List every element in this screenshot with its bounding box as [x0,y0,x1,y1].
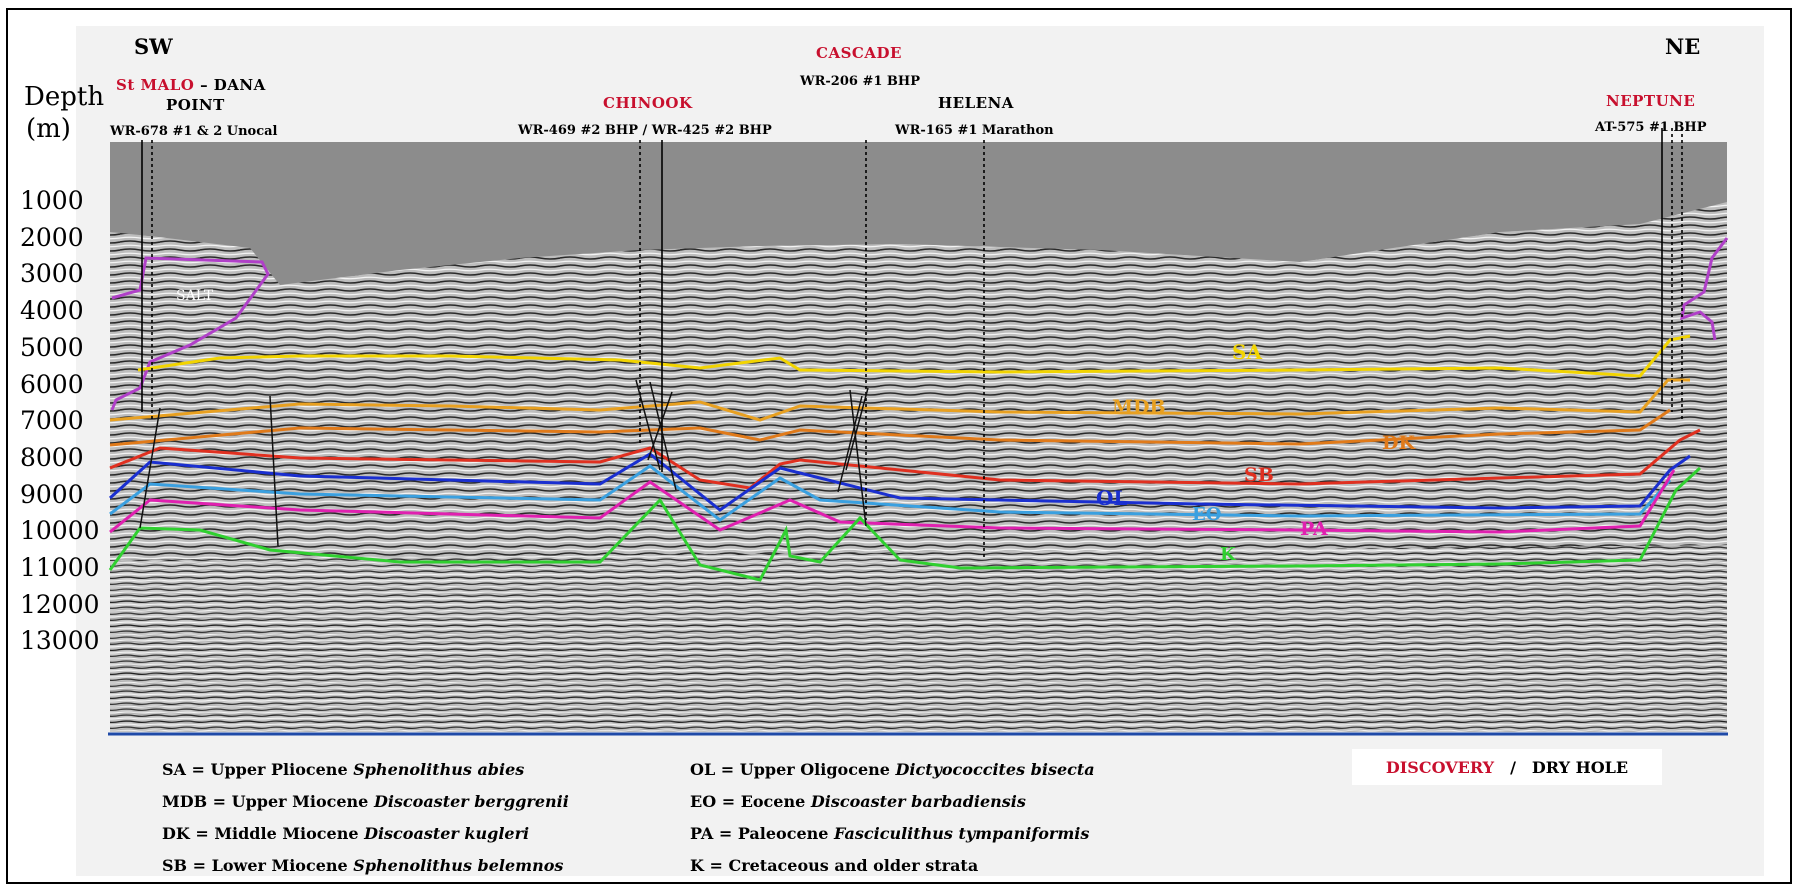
depth-tick-label: 5000 [20,333,84,362]
well-st-malo-label: St MALO – DANA [116,76,266,94]
horizon-pa [109,469,1676,534]
depth-title: Depth [24,82,105,112]
legend-item-sa: SA = Upper Pliocene Sphenolithus abies [162,760,525,779]
chinook-well-id: WR-469 #2 BHP / WR-425 #2 BHP [518,123,772,138]
depth-tick-label: 11000 [20,553,100,582]
depth-tick-label: 7000 [20,406,84,435]
helena-name: HELENA [938,94,1014,112]
horizon-ol [108,452,1691,512]
legend-item-mdb: MDB = Upper Miocene Discoaster berggreni… [162,792,569,811]
horizon-sb [109,428,1701,490]
orientation-ne: NE [1665,34,1701,59]
depth-tick-label: 2000 [20,223,84,252]
salt-body [110,256,270,411]
dana-point-label: POINT [166,96,225,114]
legend-item-ol: OL = Upper Oligocene Dictyococcites bise… [690,760,1095,779]
depth-tick-label: 8000 [20,443,84,472]
salt-body-ne [1680,237,1729,341]
horizon-sa [137,334,1691,378]
st-malo-name: St MALO [116,76,195,94]
chinook-name: CHINOOK [603,94,693,112]
key-dry-hole: DRY HOLE [1531,757,1629,777]
depth-tick-label: 9000 [20,480,84,509]
legend-item-dk: DK = Middle Miocene Discoaster kugleri [162,824,530,843]
horizon-mdb [109,378,1690,422]
legend-item-pa: PA = Paleocene Fasciculithus tympaniform… [690,824,1090,843]
horizon-label-dk: DK [1382,432,1415,454]
legend-item-sb: SB = Lower Miocene Sphenolithus belemnos [162,856,564,875]
st-malo-well-id: WR-678 #1 & 2 Unocal [110,124,278,139]
salt-label: SALT [176,288,214,304]
key-discovery: DISCOVERY [1385,757,1495,777]
depth-tick-label: 1000 [20,186,84,215]
horizon-dk [109,408,1671,447]
key-separator: / [1510,757,1516,777]
depth-tick-label: 4000 [20,296,84,325]
neptune-well-id: AT-575 #1 BHP [1595,120,1707,135]
orientation-sw: SW [134,34,173,59]
well-result-key: DISCOVERY / DRY HOLE [1352,749,1662,785]
neptune-name: NEPTUNE [1606,92,1696,110]
depth-unit: (m) [26,114,71,144]
depth-tick-label: 10000 [20,516,100,545]
horizon-label-sa: SA [1232,340,1262,364]
cascade-name: CASCADE [816,44,902,62]
horizon-label-eo: EO [1192,504,1222,525]
horizon-label-sb: SB [1244,464,1274,486]
depth-tick-label: 12000 [20,590,100,619]
cascade-well-id: WR-206 #1 BHP [800,74,920,89]
depth-tick-label: 13000 [20,626,100,655]
dana-name: – DANA [194,76,266,94]
horizon-label-k: K [1220,544,1236,565]
well-paths [141,128,1683,560]
legend-item-eo: EO = Eocene Discoaster barbadiensis [690,792,1026,811]
helena-well-id: WR-165 #1 Marathon [895,123,1054,138]
depth-tick-label: 6000 [20,370,84,399]
horizon-label-ol: OL [1096,486,1128,510]
deep-sediment-fill [110,545,1727,732]
horizon-label-pa: PA [1300,518,1328,540]
horizon-k [108,466,1702,582]
legend-item-k: K = Cretaceous and older strata [690,856,979,875]
horizon-label-mdb: MDB [1112,396,1166,418]
faults [139,379,869,547]
depth-tick-label: 3000 [20,259,84,288]
